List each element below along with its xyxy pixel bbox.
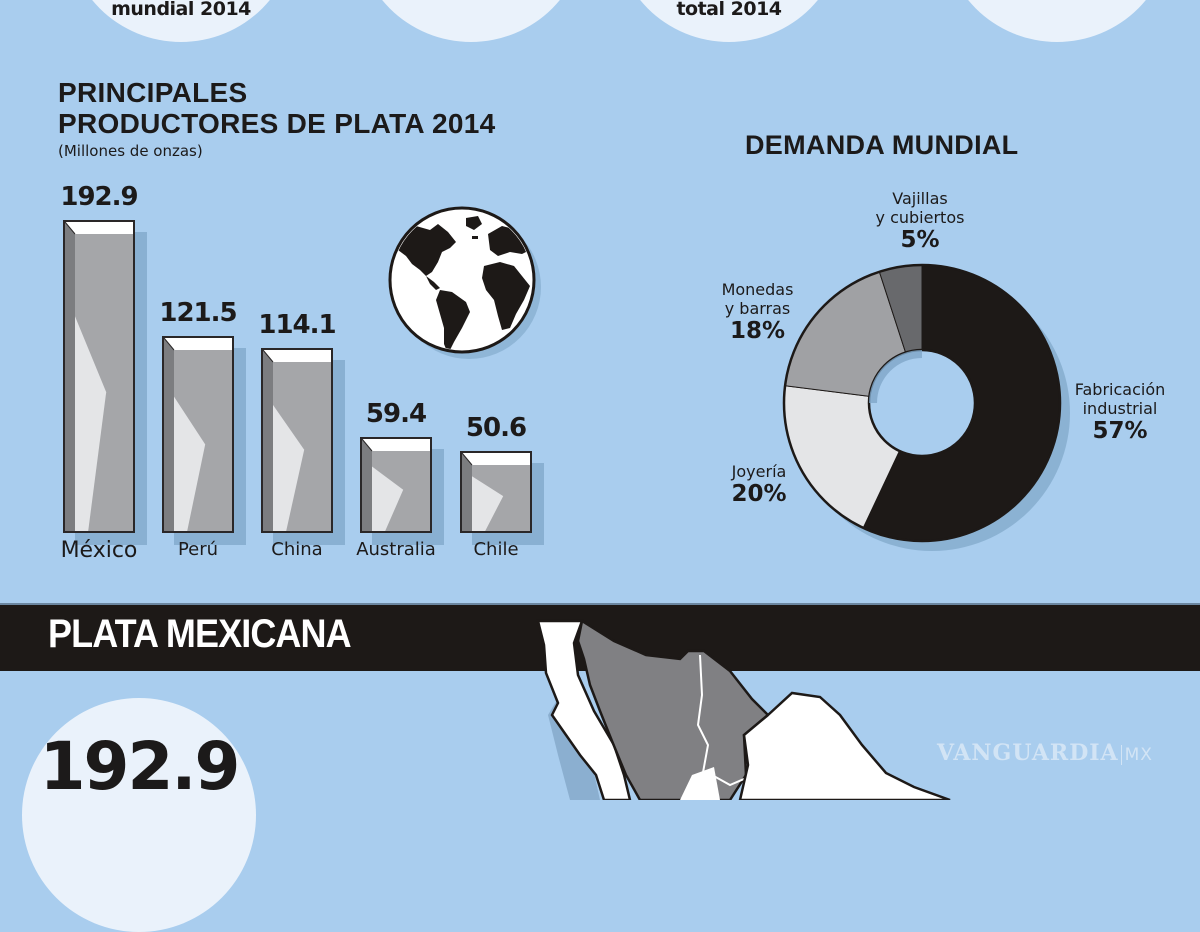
globe-icon	[386, 204, 542, 360]
bar-value-label: 192.9	[60, 182, 138, 212]
bar-chile	[460, 451, 548, 545]
bar-category-label: Chile	[473, 539, 519, 560]
bar-méxico	[63, 220, 151, 545]
demand-title: DEMANDA MUNDIAL	[745, 130, 1019, 160]
bar-category-label: Australia	[356, 539, 436, 560]
stat-circle-total: total 2014	[614, 0, 844, 42]
label-percent: 18%	[729, 318, 786, 344]
label-text: Monedas	[721, 280, 794, 299]
bar-value-label: 50.6	[465, 413, 527, 443]
demand-donut-chart	[782, 263, 1070, 551]
donut-label-industrial: Fabricación industrial 57%	[1060, 380, 1180, 445]
section-title: PLATA MEXICANA	[48, 612, 352, 656]
stat-circle-caption: mundial 2014	[111, 0, 251, 20]
label-text: Fabricación	[1074, 380, 1166, 399]
label-percent: 20%	[731, 481, 787, 507]
bar-value-label: 59.4	[365, 399, 427, 429]
label-percent: 57%	[1092, 418, 1148, 444]
label-text: y cubiertos	[875, 208, 965, 227]
producers-title: PRINCIPALES PRODUCTORES DE PLATA 2014	[58, 77, 495, 139]
stat-circle-caption: total 2014	[676, 0, 782, 20]
bar-value-label: 114.1	[258, 310, 336, 340]
producers-title-line1: PRINCIPALES	[58, 77, 248, 108]
bar-value-label: 121.5	[159, 298, 237, 328]
label-percent: 5%	[900, 227, 940, 253]
label-text: Joyería	[731, 462, 787, 481]
donut-label-tableware: Vajillas y cubiertos 5%	[845, 189, 995, 254]
bar-perú	[162, 336, 250, 545]
bar-australia	[360, 437, 448, 545]
producers-subtitle: (Millones de onzas)	[58, 142, 203, 160]
bar-china	[261, 348, 349, 545]
watermark-suffix: MX	[1120, 745, 1153, 765]
mexico-map-icon	[530, 615, 960, 802]
label-text: Vajillas	[892, 189, 948, 208]
stat-circle-4	[942, 0, 1172, 42]
donut-label-jewelry: Joyería 20%	[704, 462, 814, 508]
stat-circle-2	[356, 0, 586, 42]
mexico-production-value: 192.9	[39, 728, 241, 805]
stat-circle-world-production: mundial 2014	[66, 0, 296, 42]
bar-category-label: Perú	[177, 539, 219, 560]
label-text: industrial	[1082, 399, 1158, 418]
donut-label-coins: Monedas y barras 18%	[700, 280, 815, 345]
bar-category-label: México	[60, 538, 138, 563]
watermark-logo: VANGUARDIA MX	[937, 740, 1153, 766]
watermark-brand: VANGUARDIA	[937, 740, 1119, 766]
bar-category-label: China	[271, 539, 323, 560]
producers-title-line2: PRODUCTORES DE PLATA 2014	[58, 108, 496, 139]
label-text: y barras	[724, 299, 791, 318]
